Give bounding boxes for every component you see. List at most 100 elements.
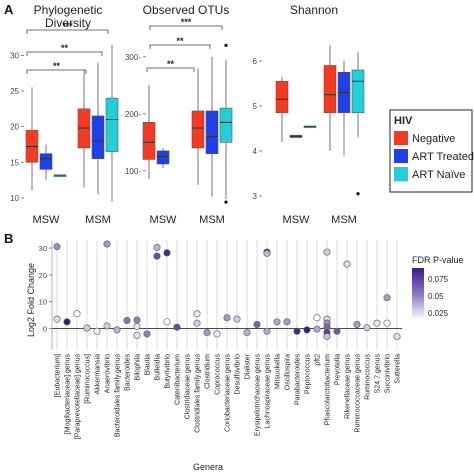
- point-peptococcus: [303, 326, 311, 334]
- legend-label-art-naive: ART Naïve: [412, 169, 465, 181]
- y-tick-label: 5: [253, 102, 258, 111]
- point-pft2: [313, 314, 321, 322]
- y-tick-label: 100-: [125, 167, 141, 176]
- panel-label-b: B: [4, 231, 13, 246]
- fdr-tick: 0.025: [428, 309, 449, 318]
- x-tick-bacteroides: Bacteroides: [125, 354, 132, 391]
- x-tick-msm: MSM: [85, 214, 111, 226]
- point-dialister: [243, 329, 251, 337]
- x-tick-catenibacterium: Catenibacterium: [175, 354, 182, 405]
- significance-bracket: [149, 25, 223, 30]
- point-succinivibrio: [383, 319, 391, 327]
- x-tick-paraprevotellaceae-genus: [Paraprevotellaceae].genus: [75, 354, 82, 440]
- point-bacteroides: [123, 316, 131, 324]
- panel-label-a: A: [4, 2, 14, 17]
- point-bilophila: [133, 322, 141, 330]
- y-axis-label: Log2 Fold Change: [26, 263, 36, 337]
- x-tick-msw: MSW: [150, 214, 178, 226]
- x-tick-bilophila: Bilophila: [135, 354, 142, 381]
- point-bulleidia: [153, 244, 161, 252]
- x-tick-clostridiales-family-genus: Clostridiales.family.genus: [195, 354, 202, 433]
- box-msm-art-treated: [91, 115, 105, 159]
- x-tick-pft2: pft2: [315, 354, 322, 366]
- x-tick-dialister: Dialister: [245, 353, 252, 379]
- point-lachnospiraceae-genus: [263, 249, 271, 257]
- y-tick-label: 15: [10, 158, 19, 167]
- x-tick-bulleidia: Bulleidia: [155, 354, 162, 381]
- box-msw-art-treated: [156, 150, 170, 165]
- x-tick-rikenellaceae-genus: Rikenellaceae.genus: [345, 354, 352, 419]
- point-butyrivibrio: [163, 249, 171, 257]
- x-tick-msm: MSM: [331, 214, 357, 226]
- point-s24-7-genus: [373, 319, 381, 327]
- x-tick-eubacterium: [Eubacterium]: [55, 354, 62, 397]
- x-tick-clostridiaceae-genus: Clostridiaceae.genus: [185, 354, 192, 420]
- box-msm-negative: [191, 110, 205, 149]
- x-tick-mitsuokella: Mitsuokella: [275, 354, 282, 389]
- observed-otus-panel: Observed OTUs 100-200-300-******* MSW MS…: [125, 3, 233, 226]
- significance-bracket: [149, 44, 211, 49]
- fdr-legend-title: FDR P-value: [412, 255, 464, 265]
- panel-title: Shannon: [290, 3, 338, 17]
- box-msw-negative: [275, 80, 289, 114]
- point-pft2: [313, 325, 321, 333]
- box-msm-art-na-ve: [219, 107, 233, 143]
- y-tick-label: 20: [10, 123, 19, 132]
- x-tick-clostridium: Clostridium: [205, 354, 212, 389]
- point-phascolarctobacterium: [323, 333, 331, 341]
- legend-swatch-negative: [394, 131, 408, 145]
- box-msm-negative: [323, 65, 337, 114]
- point-bilophila: [133, 331, 141, 339]
- x-tick-blautia: Blautia: [145, 354, 152, 376]
- legend-title: HIV: [394, 115, 413, 127]
- y-tick-label: 25: [10, 87, 19, 96]
- point-rikenellaceae-genus: [343, 260, 351, 268]
- outlier-point: [356, 192, 360, 196]
- point-catenibacterium: [173, 323, 181, 331]
- point-succinivibrio: [383, 294, 391, 302]
- point-akkermansia: [93, 327, 101, 335]
- x-tick-coriobacteriaceae-genus: Coriobacteriaceae.genus: [225, 354, 232, 432]
- hiv-legend: HIV Negative ART Treated ART Naïve: [389, 109, 474, 193]
- outlier-point: [224, 43, 228, 48]
- point-butyrivibrio: [163, 318, 171, 326]
- x-tick-erysipelotrichaceae-genus: Erysipelotrichaceae.genus: [255, 354, 262, 437]
- significance-stars: **: [167, 59, 175, 69]
- box-msm-art-na-ve: [105, 97, 119, 152]
- x-tick-ruminococcus: Ruminococcus: [365, 354, 372, 400]
- legend-label-art-treated: ART Treated: [412, 151, 474, 163]
- point-eubacterium: [53, 243, 61, 251]
- shannon-panel: Shannon 3 4 5 6 MSW MSM: [253, 3, 365, 226]
- x-tick-lachnospiraceae-genus: Lachnospiraceae.genus: [265, 354, 272, 429]
- point-ruminococcus: [363, 324, 371, 332]
- x-tick-bacteroidales-family-genus: Bacteroidales.family.genus: [115, 354, 122, 438]
- y-tick-label: 300-: [125, 53, 141, 62]
- y-tick-label: 10: [10, 194, 19, 203]
- fold-change-panel: 0 10 20 30 [Eubacterium] [Mogibacteriaceae].g…: [26, 240, 464, 472]
- x-tick-mogibacteriaceae-genus: [Mogibacteriaceae].genus: [65, 354, 72, 435]
- point-blautia: [143, 330, 151, 338]
- x-tick-ruminococcus: [Ruminococcus]: [85, 354, 92, 404]
- point-coprococcus: [213, 330, 221, 338]
- x-tick-s24-7-genus: S24.7.genus: [375, 354, 382, 394]
- point-phascolarctobacterium: [323, 248, 331, 256]
- x-tick-msw: MSW: [33, 214, 61, 226]
- fdr-tick: 0.075: [428, 275, 449, 284]
- significance-bracket: [26, 51, 103, 56]
- y-tick-label: 30: [10, 51, 19, 60]
- point-paraprevotellaceae-genus: [73, 310, 81, 318]
- y-tick-label: 30: [39, 244, 47, 253]
- outlier-point: [224, 200, 228, 204]
- x-tick-oscillospira: Oscillospira: [285, 354, 292, 390]
- point-mitsuokella: [273, 318, 281, 326]
- legend-swatch-art-treated: [394, 149, 408, 163]
- x-tick-anaerovibrio: Anaerovibrio: [105, 354, 112, 393]
- point-anaerovibrio: [103, 322, 111, 330]
- panel-title: Observed OTUs: [143, 3, 230, 17]
- x-tick-desulfovibrio: Desulfovibrio: [235, 354, 242, 395]
- x-tick-coprococcus: Coprococcus: [215, 354, 222, 395]
- panel-title-line2: Diversity: [45, 16, 91, 30]
- significance-stars: **: [53, 61, 61, 71]
- point-eubacterium: [53, 315, 61, 323]
